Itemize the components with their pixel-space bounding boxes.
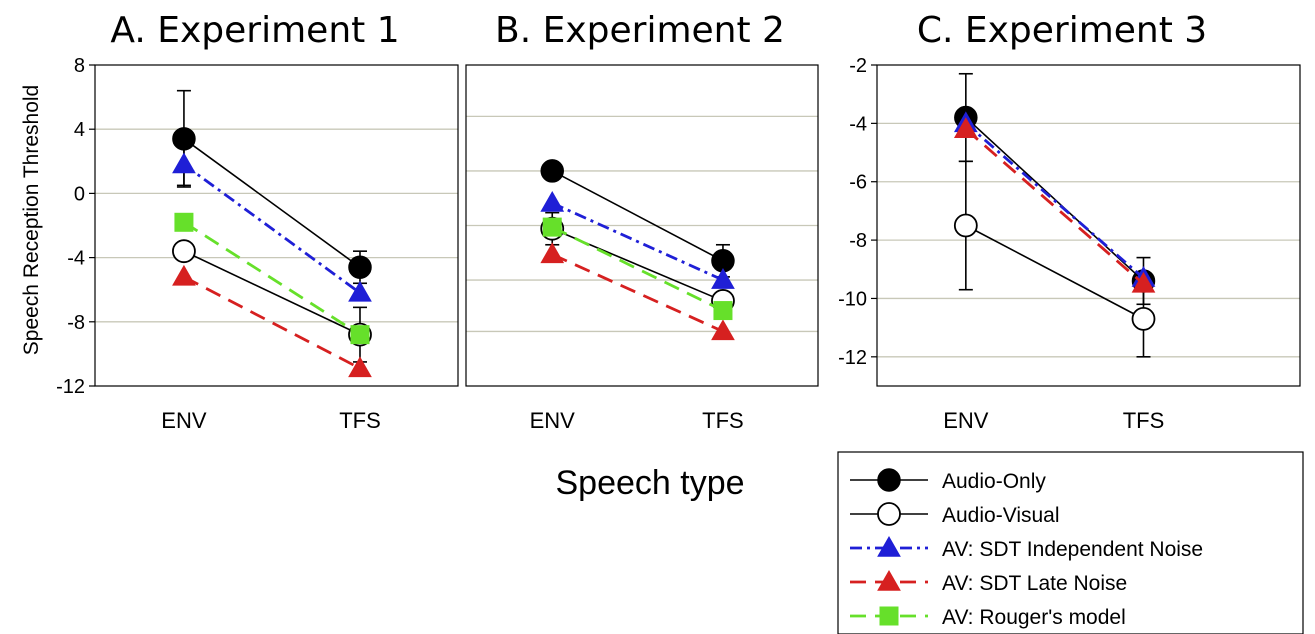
series-ao (954, 72, 1156, 306)
series-sdt_late (953, 117, 1156, 293)
series-sdt_late (540, 242, 735, 341)
data-point-sdt_late (172, 264, 196, 286)
y-tick-label: -2 (849, 55, 867, 77)
legend-label: AV: SDT Independent Noise (942, 538, 1203, 561)
data-point-sdt_late (540, 242, 565, 264)
legend-marker-sdt_late (877, 569, 901, 591)
series-av (540, 211, 735, 313)
panel-1: A. Experiment 1 8 4 0 -4 -8 -12 ENV TFS (56, 10, 459, 433)
series-sdt_ind (540, 191, 735, 289)
data-point-sdt_late (711, 319, 735, 341)
data-point-rouger (350, 325, 370, 345)
series-line-sdt_late (551, 253, 724, 333)
legend-marker-ao (877, 468, 901, 492)
y-tick-label: 4 (74, 119, 85, 141)
y-tick-label: 0 (74, 183, 85, 205)
legend-marker-av (877, 502, 901, 526)
x-axis-label: Speech type (555, 464, 744, 502)
series-av (172, 239, 372, 363)
series-line-av (965, 224, 1144, 320)
series-rouger (542, 217, 733, 321)
data-point-av (172, 239, 196, 264)
data-point-sdt_late (953, 117, 978, 138)
legend-label: AV: Rouger's model (942, 606, 1126, 629)
legend-label: Audio-Visual (942, 504, 1060, 527)
x-tick-label: TFS (1123, 408, 1165, 433)
data-point-sdt_ind (348, 280, 372, 302)
x-tick-label: TFS (339, 408, 381, 433)
series-line-ao (551, 170, 724, 262)
data-point-ao (348, 255, 372, 279)
y-tick-label: -8 (67, 312, 85, 334)
y-tick-label: 8 (74, 55, 85, 77)
legend-label: Audio-Only (942, 470, 1046, 493)
y-tick-label: -6 (849, 172, 867, 194)
panel-title: C. Experiment 3 (917, 10, 1207, 51)
x-tick-label: ENV (943, 408, 989, 433)
series-line-rouger (183, 221, 361, 336)
data-point-rouger (174, 212, 194, 232)
legend-box (837, 451, 1304, 634)
series-sdt_late (172, 264, 372, 378)
legend: Audio-Only Audio-Visual AV: SDT Independen… (837, 451, 1304, 634)
data-point-rouger (542, 217, 562, 237)
series-line-ao (965, 116, 1145, 282)
data-point-av (1131, 306, 1156, 331)
series-rouger (174, 212, 370, 345)
series-line-rouger (551, 225, 724, 312)
plot-frame (94, 64, 459, 387)
panel-title: B. Experiment 2 (495, 10, 785, 51)
data-point-sdt_ind (711, 268, 735, 289)
plot-frame (876, 64, 1301, 387)
series-line-sdt_ind (964, 122, 1145, 280)
legend-marker-sdt_ind (877, 535, 901, 557)
x-tick-label: ENV (530, 408, 576, 433)
y-tick-label: -12 (838, 347, 867, 369)
y-tick-label: -10 (838, 288, 867, 310)
data-point-sdt_late (1131, 271, 1156, 293)
data-point-av (953, 213, 978, 238)
y-tick-label: -8 (849, 230, 867, 252)
y-tick-label: -4 (849, 113, 867, 135)
plot-frame (465, 64, 819, 387)
series-sdt_ind (172, 142, 372, 302)
series-ao (540, 159, 735, 278)
x-tick-label: ENV (161, 408, 207, 433)
data-point-sdt_ind (172, 152, 196, 174)
data-point-rouger (713, 301, 733, 321)
y-tick-label: -12 (56, 376, 85, 398)
series-av (953, 160, 1156, 358)
panel-title: A. Experiment 1 (110, 10, 399, 51)
x-tick-label: TFS (702, 408, 744, 433)
data-point-sdt_late (348, 356, 372, 378)
series-line-sdt_late (964, 128, 1145, 285)
y-axis-label: Speech Reception Threshold (20, 85, 43, 355)
series-ao (172, 89, 372, 285)
series-line-sdt_ind (183, 163, 361, 295)
panel-2: B. Experiment 2 ENV TFS (465, 10, 819, 433)
series-line-av (183, 250, 361, 336)
panel-3: C. Experiment 3 -2 -4 -6 -8 -10 -12 ENV TFS (838, 10, 1301, 433)
series-line-sdt_late (183, 275, 361, 370)
data-point-sdt_ind (540, 191, 565, 212)
data-point-ao (540, 159, 564, 183)
legend-label: AV: SDT Late Noise (942, 572, 1127, 595)
y-tick-label: -4 (67, 248, 85, 270)
legend-marker-rouger (879, 606, 899, 626)
series-line-ao (183, 138, 361, 268)
series-line-sdt_ind (551, 201, 724, 282)
